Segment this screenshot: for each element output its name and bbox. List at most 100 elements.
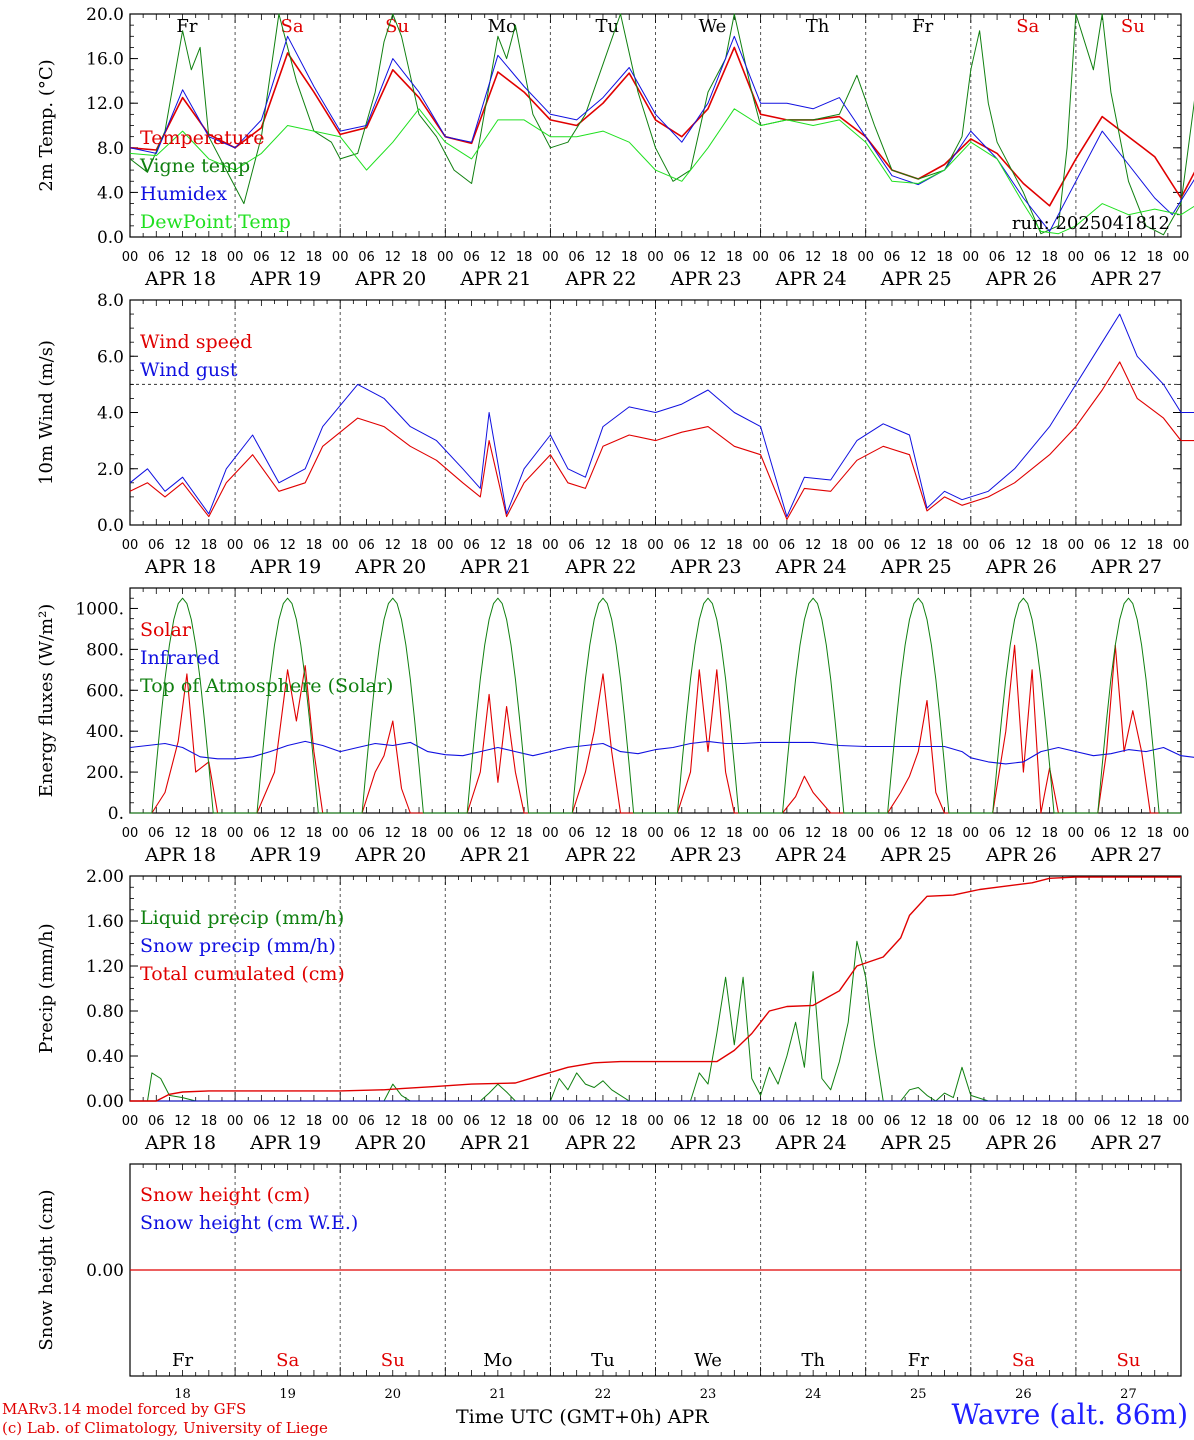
precip-hour-label: 06 <box>1094 1114 1111 1129</box>
precip-hour-label: 12 <box>1015 1114 1032 1129</box>
precip-date-label: APR 22 <box>564 1132 636 1154</box>
day-number-label: 27 <box>1120 1387 1137 1402</box>
energy-hour-label: 06 <box>1094 826 1111 841</box>
temp-y-tick-label: 16.0 <box>86 50 124 70</box>
energy-y-axis-label: Energy fluxes (W/m²) <box>36 604 57 798</box>
temp-annotation: run: 2025041812 <box>1012 213 1170 234</box>
precip-y-tick-label: 0.40 <box>86 1047 124 1067</box>
energy-hour-label: 12 <box>384 826 401 841</box>
wind-hour-label: 18 <box>516 538 533 553</box>
energy-hour-label: 12 <box>279 826 296 841</box>
temp-hour-label: 12 <box>700 250 717 265</box>
temp-hour-label: 06 <box>674 250 691 265</box>
wind-hour-label: 00 <box>752 538 769 553</box>
temp-hour-label: 00 <box>647 250 664 265</box>
temp-hour-label: 12 <box>595 250 612 265</box>
temp-hour-label: 06 <box>779 250 796 265</box>
dow-label: Fr <box>176 16 197 37</box>
energy-date-label: APR 25 <box>880 844 952 866</box>
energy-date-label: APR 20 <box>354 844 426 866</box>
wind-hour-label: 00 <box>542 538 559 553</box>
precip-date-label: APR 21 <box>459 1132 531 1154</box>
wind-date-label: APR 23 <box>670 556 742 578</box>
temp-hour-label: 12 <box>910 250 927 265</box>
temp-legend-entry: Humidex <box>140 183 227 205</box>
day-number-label: 22 <box>595 1387 612 1402</box>
dow-label-bottom: Su <box>1116 1350 1140 1371</box>
energy-hour-label: 00 <box>1173 826 1190 841</box>
temp-hour-label: 06 <box>1094 250 1111 265</box>
wind-hour-label: 12 <box>700 538 717 553</box>
precip-y-axis-label: Precip (mm/h) <box>36 923 57 1053</box>
energy-hour-label: 12 <box>595 826 612 841</box>
wind-hour-label: 12 <box>384 538 401 553</box>
wind-hour-label: 12 <box>1120 538 1137 553</box>
energy-hour-label: 18 <box>1041 826 1058 841</box>
precip-hour-label: 18 <box>1041 1114 1058 1129</box>
energy-hour-label: 06 <box>148 826 165 841</box>
energy-hour-label: 12 <box>700 826 717 841</box>
energy-hour-label: 00 <box>227 826 244 841</box>
wind-date-label: APR 24 <box>775 556 847 578</box>
precip-date-label: APR 23 <box>670 1132 742 1154</box>
energy-hour-label: 00 <box>857 826 874 841</box>
temp-hour-label: 12 <box>1120 250 1137 265</box>
credit-lab: (c) Lab. of Climatology, University of L… <box>2 1419 328 1437</box>
wind-date-label: APR 18 <box>144 556 216 578</box>
precip-hour-label: 00 <box>122 1114 139 1129</box>
precip-date-label: APR 18 <box>144 1132 216 1154</box>
energy-hour-label: 06 <box>989 826 1006 841</box>
energy-hour-label: 06 <box>884 826 901 841</box>
precip-hour-label: 18 <box>306 1114 323 1129</box>
dow-label: We <box>699 16 727 37</box>
precip-hour-label: 12 <box>910 1114 927 1129</box>
temp-hour-label: 18 <box>306 250 323 265</box>
energy-hour-label: 12 <box>174 826 191 841</box>
energy-series-line <box>130 597 1181 814</box>
dow-label-bottom: Tu <box>591 1350 615 1371</box>
temp-date-label: APR 21 <box>459 268 531 290</box>
energy-hour-label: 12 <box>490 826 507 841</box>
dow-label-bottom: Su <box>381 1350 405 1371</box>
time-axis-label: Time UTC (GMT+0h) APR <box>456 1406 709 1428</box>
precip-hour-label: 12 <box>174 1114 191 1129</box>
energy-hour-label: 12 <box>910 826 927 841</box>
wind-hour-label: 00 <box>857 538 874 553</box>
temp-hour-label: 00 <box>332 250 349 265</box>
temp-hour-label: 12 <box>1015 250 1032 265</box>
day-number-label: 18 <box>174 1387 191 1402</box>
wind-hour-label: 12 <box>1015 538 1032 553</box>
energy-series-line <box>129 740 1194 765</box>
wind-y-tick-label: 6.0 <box>97 347 124 367</box>
day-number-label: 25 <box>910 1387 927 1402</box>
temp-hour-label: 18 <box>936 250 953 265</box>
temp-hour-label: 12 <box>490 250 507 265</box>
energy-y-tick-label: 600. <box>86 681 124 701</box>
precip-hour-label: 00 <box>963 1114 980 1129</box>
precip-legend-entry: Total cumulated (cm) <box>140 963 345 985</box>
wind-hour-label: 18 <box>306 538 323 553</box>
dow-label: Su <box>1121 16 1145 37</box>
energy-hour-label: 00 <box>332 826 349 841</box>
energy-hour-label: 18 <box>726 826 743 841</box>
energy-hour-label: 18 <box>621 826 638 841</box>
energy-hour-label: 12 <box>1015 826 1032 841</box>
wind-series-line <box>129 361 1194 520</box>
temp-hour-label: 18 <box>411 250 428 265</box>
energy-date-label: APR 23 <box>670 844 742 866</box>
energy-legend-entry: Top of Atmosphere (Solar) <box>140 675 393 697</box>
precip-hour-label: 00 <box>542 1114 559 1129</box>
precip-hour-label: 00 <box>1068 1114 1085 1129</box>
wind-hour-label: 06 <box>358 538 375 553</box>
energy-legend-entry: Infrared <box>140 647 220 669</box>
day-number-label: 19 <box>279 1387 296 1402</box>
precip-hour-label: 12 <box>595 1114 612 1129</box>
energy-hour-label: 06 <box>358 826 375 841</box>
wind-date-label: APR 26 <box>985 556 1057 578</box>
temp-date-label: APR 23 <box>670 268 742 290</box>
wind-y-tick-label: 4.0 <box>97 404 124 424</box>
precip-y-tick-label: 0.00 <box>86 1092 124 1112</box>
energy-hour-label: 12 <box>805 826 822 841</box>
precip-legend-entry: Liquid precip (mm/h) <box>140 907 344 929</box>
precip-hour-label: 12 <box>700 1114 717 1129</box>
